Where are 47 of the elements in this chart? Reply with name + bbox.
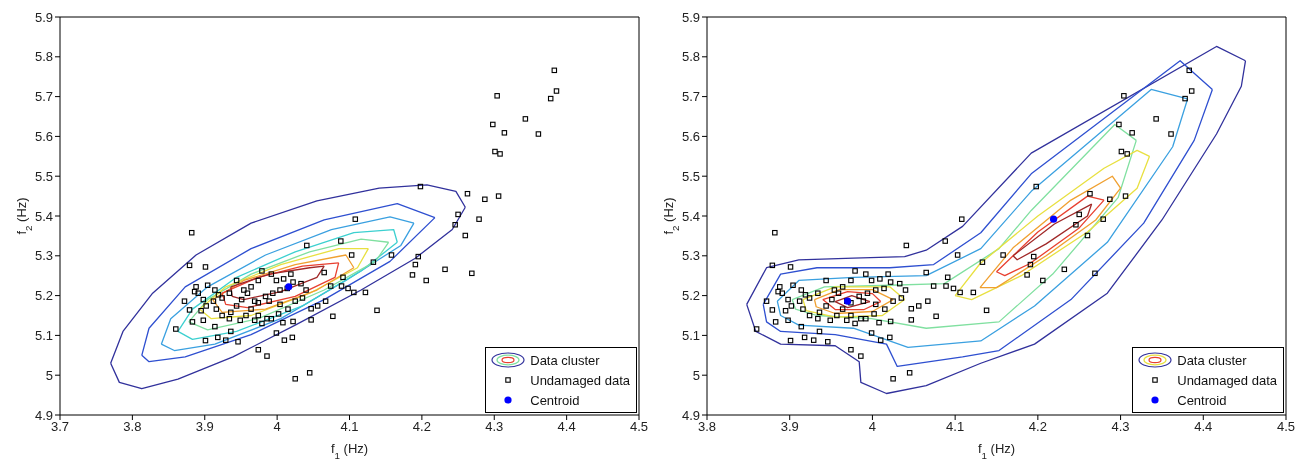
y-tick-label: 5.8 xyxy=(681,49,700,65)
y-tick-label: 5.6 xyxy=(681,129,700,145)
y-tick-label: 5 xyxy=(45,367,53,383)
y-tick-label: 4.9 xyxy=(34,407,53,423)
x-tick-label: 4.5 xyxy=(629,419,649,435)
x-axis-title: f$_{1}$ (Hz) xyxy=(977,441,1016,461)
y-tick-label: 5.6 xyxy=(34,129,53,145)
y-tick-label: 5.3 xyxy=(681,248,700,264)
x-tick-label: 4.4 xyxy=(1194,419,1213,435)
y-tick-label: 5.5 xyxy=(34,168,53,184)
y-tick-label: 4.9 xyxy=(681,407,700,423)
y-tick-label: 5.7 xyxy=(34,89,53,105)
x-tick-label: 3.9 xyxy=(195,419,214,435)
legend-label: Centroid xyxy=(1177,392,1227,408)
x-tick-label: 3.8 xyxy=(123,419,142,435)
y-tick-label: 5.8 xyxy=(34,49,53,65)
x-tick-label: 3.9 xyxy=(780,419,799,435)
y-tick-label: 5.4 xyxy=(34,208,53,224)
y-tick-label: 5.3 xyxy=(34,248,53,264)
x-tick-label: 4.3 xyxy=(485,419,504,435)
y-tick-label: 5.7 xyxy=(681,89,700,105)
x-tick-label: 4 xyxy=(273,419,281,435)
legend-label: Centroid xyxy=(530,392,580,408)
legend-label: Data cluster xyxy=(1177,352,1247,368)
x-tick-label: 4.3 xyxy=(1111,419,1130,435)
y-tick-label: 5.9 xyxy=(34,9,53,25)
y-tick-label: 5.5 xyxy=(681,168,700,184)
legend-label: Data cluster xyxy=(530,352,600,368)
y-tick-label: 5.9 xyxy=(681,9,700,25)
y-tick-label: 5.4 xyxy=(681,208,700,224)
x-tick-label: 4.1 xyxy=(340,419,359,435)
y-tick-label: 5 xyxy=(692,367,700,383)
legend-label: Undamaged data xyxy=(530,372,630,388)
y-tick-label: 5.1 xyxy=(34,328,53,344)
y-tick-label: 5.2 xyxy=(681,288,700,304)
y-tick-label: 5.1 xyxy=(681,328,700,344)
x-tick-label: 4.1 xyxy=(946,419,965,435)
x-tick-label: 3.8 xyxy=(697,419,717,435)
legend-label: Undamaged data xyxy=(1177,372,1277,388)
x-tick-label: 3.7 xyxy=(50,419,70,435)
x-tick-label: 4.5 xyxy=(1276,419,1296,435)
x-axis-title: f$_{1}$ (Hz) xyxy=(330,441,369,461)
x-tick-label: 4 xyxy=(868,419,877,435)
x-tick-label: 4.2 xyxy=(412,419,431,435)
x-tick-label: 4.4 xyxy=(557,419,576,435)
y-tick-label: 5.2 xyxy=(34,288,53,304)
x-tick-label: 4.2 xyxy=(1028,419,1047,435)
